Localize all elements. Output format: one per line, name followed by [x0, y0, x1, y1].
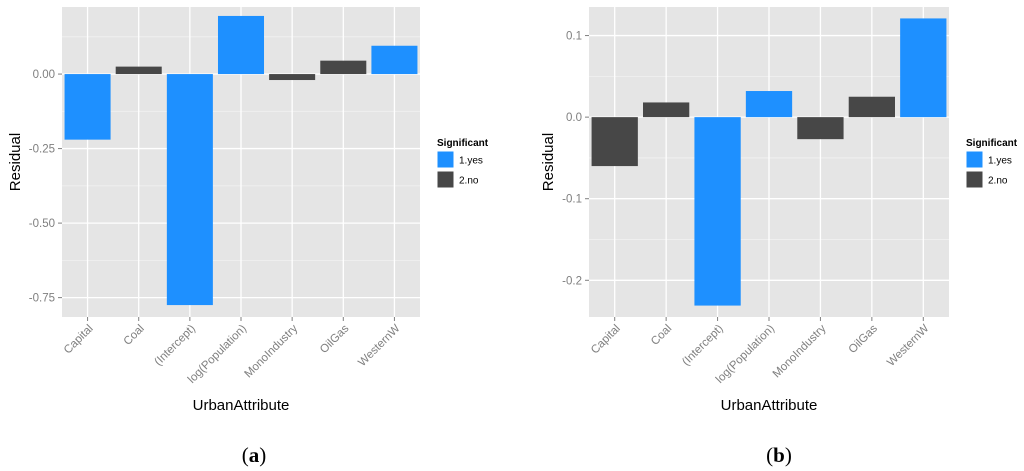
x-axis-title: UrbanAttribute	[193, 397, 290, 414]
caption-open-paren: (	[766, 443, 773, 467]
panel-caption-a: (a)	[242, 443, 267, 467]
y-tick-label: -0.50	[29, 218, 55, 230]
bar-monoindustry	[269, 74, 316, 81]
x-tick-label: Capital	[589, 323, 623, 357]
bar-westernw	[900, 18, 947, 118]
bar-oilgas	[320, 60, 367, 75]
y-tick-label: 0.1	[566, 31, 582, 43]
caption-close-paren: )	[259, 443, 266, 467]
y-tick-label: 0.00	[33, 69, 55, 81]
legend-title: Significant	[437, 138, 489, 149]
bar-westernw	[371, 45, 418, 75]
legend-label-no: 2.no	[988, 176, 1008, 187]
x-tick-label: OilGas	[318, 322, 352, 356]
x-tick-label: WesternW	[885, 323, 931, 369]
x-tick-label: Coal	[649, 323, 674, 348]
x-tick-label: MonoIndustry	[243, 322, 301, 380]
caption-letter: a	[249, 443, 260, 467]
bar-log-population	[745, 91, 793, 118]
gridlines	[589, 7, 949, 317]
bar-monoindustry	[797, 117, 844, 140]
legend-label-yes: 1.yes	[988, 156, 1012, 167]
y-tick-label: -0.25	[29, 144, 55, 156]
legend-key-no	[965, 170, 984, 189]
bars	[591, 18, 947, 306]
legend: Significant 1.yes 2.no	[436, 138, 489, 189]
x-tick-label: WesternW	[356, 323, 402, 369]
caption-close-paren: )	[785, 443, 792, 467]
x-tick-label: (Intercept)	[680, 323, 726, 369]
caption-open-paren: (	[242, 443, 249, 467]
legend-label-no: 2.no	[459, 176, 479, 187]
x-axis-ticks: Capital Coal (Intercept)log(Population)Mon…	[589, 317, 932, 386]
y-axis-ticks: 0.1 0.0 -0.1 -0.2	[562, 31, 589, 287]
bar-intercept	[166, 74, 213, 306]
legend-label-yes: 1.yes	[459, 156, 483, 167]
bar-log-population	[217, 15, 265, 75]
y-tick-label: 0.0	[566, 112, 582, 124]
bar-coal	[115, 66, 162, 75]
y-tick-label: -0.75	[29, 293, 55, 305]
bar-capital	[591, 117, 638, 167]
legend-key-no	[436, 170, 455, 189]
bar-intercept	[694, 117, 741, 306]
legend: Significant 1.yes 2.no	[965, 138, 1018, 189]
caption-letter: b	[773, 443, 785, 467]
x-tick-label: (Intercept)	[152, 323, 198, 369]
y-axis-ticks: 0.00 -0.25 -0.50 -0.75	[29, 69, 62, 305]
chart-panel-a: 0.00 -0.25 -0.50 -0.75 Capital Coal (Intercep…	[7, 7, 489, 467]
x-axis-ticks: Capital Coal (Intercept)log(Population)Mon…	[62, 317, 403, 386]
bar-capital	[64, 74, 111, 140]
bar-oilgas	[848, 96, 895, 118]
x-tick-label: Capital	[62, 323, 96, 357]
bar-coal	[643, 102, 690, 118]
x-axis-title: UrbanAttribute	[721, 397, 818, 414]
y-tick-label: -0.2	[562, 275, 582, 287]
x-tick-label: MonoIndustry	[771, 322, 829, 380]
y-axis-title: Residual	[540, 133, 557, 191]
y-tick-label: -0.1	[562, 194, 582, 206]
y-axis-title: Residual	[7, 133, 24, 191]
x-tick-label: OilGas	[847, 322, 881, 356]
x-tick-label: Coal	[122, 323, 147, 348]
bars	[64, 15, 418, 306]
chart-panel-b: 0.10.0-0.1-0.2 Capital Coal (Intercept)log…	[540, 7, 1018, 467]
panel-caption-b: (b)	[766, 443, 792, 467]
legend-title: Significant	[966, 138, 1018, 149]
legend-key-yes	[436, 150, 455, 169]
legend-key-yes	[965, 150, 984, 169]
